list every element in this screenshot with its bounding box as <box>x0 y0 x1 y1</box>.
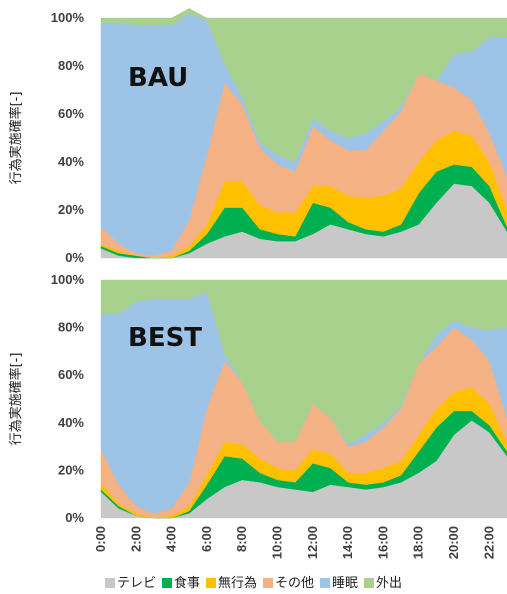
x-tick-label: 2:00 <box>128 526 143 552</box>
legend-label: テレビ <box>116 576 156 591</box>
panel-title: BEST <box>128 323 202 353</box>
legend-swatch <box>161 578 172 588</box>
legend-label: その他 <box>275 576 315 591</box>
legend: テレビ 食事 無行為 その他 睡眠 外出 <box>0 572 507 591</box>
x-tick-label: 22:00 <box>481 526 496 559</box>
legend-label: 無行為 <box>217 576 257 591</box>
legend-swatch <box>263 578 273 588</box>
panel-bau: 0% 20% 40% 60% 80% 100% 行為実施確率[-] BAU <box>8 8 507 265</box>
x-tick-label: 18:00 <box>411 526 426 559</box>
legend-label: 外出 <box>376 576 403 591</box>
area-series-5 <box>100 8 507 163</box>
y-tick-label: 80% <box>58 320 84 335</box>
y-tick-label: 80% <box>58 58 84 73</box>
x-tick-label: 14:00 <box>340 526 355 559</box>
y-axis-label: 行為実施確率[-] <box>8 92 24 185</box>
legend-label: 食事 <box>173 576 200 591</box>
y-tick-label: 60% <box>58 106 84 121</box>
y-tick-label: 0% <box>65 250 84 265</box>
legend-swatch <box>364 578 375 588</box>
y-tick-label: 40% <box>58 154 84 169</box>
y-tick-label: 40% <box>58 415 84 430</box>
panel-title: BAU <box>128 63 188 93</box>
legend-item: テレビ <box>104 572 156 591</box>
x-tick-label: 0:00 <box>93 526 108 552</box>
x-tick-label: 20:00 <box>446 526 461 559</box>
x-tick-label: 8:00 <box>234 526 249 552</box>
legend-swatch <box>104 578 115 588</box>
y-tick-label: 0% <box>65 510 84 525</box>
y-tick-label: 100% <box>51 272 85 287</box>
y-axis-label: 行為実施確率[-] <box>8 353 24 446</box>
legend-item: 食事 <box>161 572 200 591</box>
legend-item: その他 <box>263 572 314 591</box>
area-series-5 <box>100 279 507 445</box>
panel-best: 0% 20% 40% 60% 80% 100% 行為実施確率[-] BEST <box>8 272 507 525</box>
legend-item: 無行為 <box>205 572 257 591</box>
y-tick-label: 60% <box>58 367 84 382</box>
legend-label: 睡眠 <box>332 576 359 591</box>
x-tick-label: 4:00 <box>164 526 179 552</box>
y-tick-label: 20% <box>58 462 84 477</box>
y-tick-label: 20% <box>58 202 84 217</box>
x-tick-label: 12:00 <box>305 526 320 559</box>
legend-swatch <box>205 578 216 588</box>
legend-swatch <box>320 578 331 588</box>
x-tick-label: 6:00 <box>199 526 214 552</box>
x-tick-label: 10:00 <box>270 526 285 559</box>
x-tick-label: 16:00 <box>375 526 390 559</box>
y-tick-label: 100% <box>51 10 85 25</box>
chart-svg: 0% 20% 40% 60% 80% 100% 行為実施確率[-] BAU 0% 20% 40% 60… <box>8 8 507 559</box>
legend-item: 睡眠 <box>320 572 358 591</box>
legend-item: 外出 <box>364 572 402 591</box>
